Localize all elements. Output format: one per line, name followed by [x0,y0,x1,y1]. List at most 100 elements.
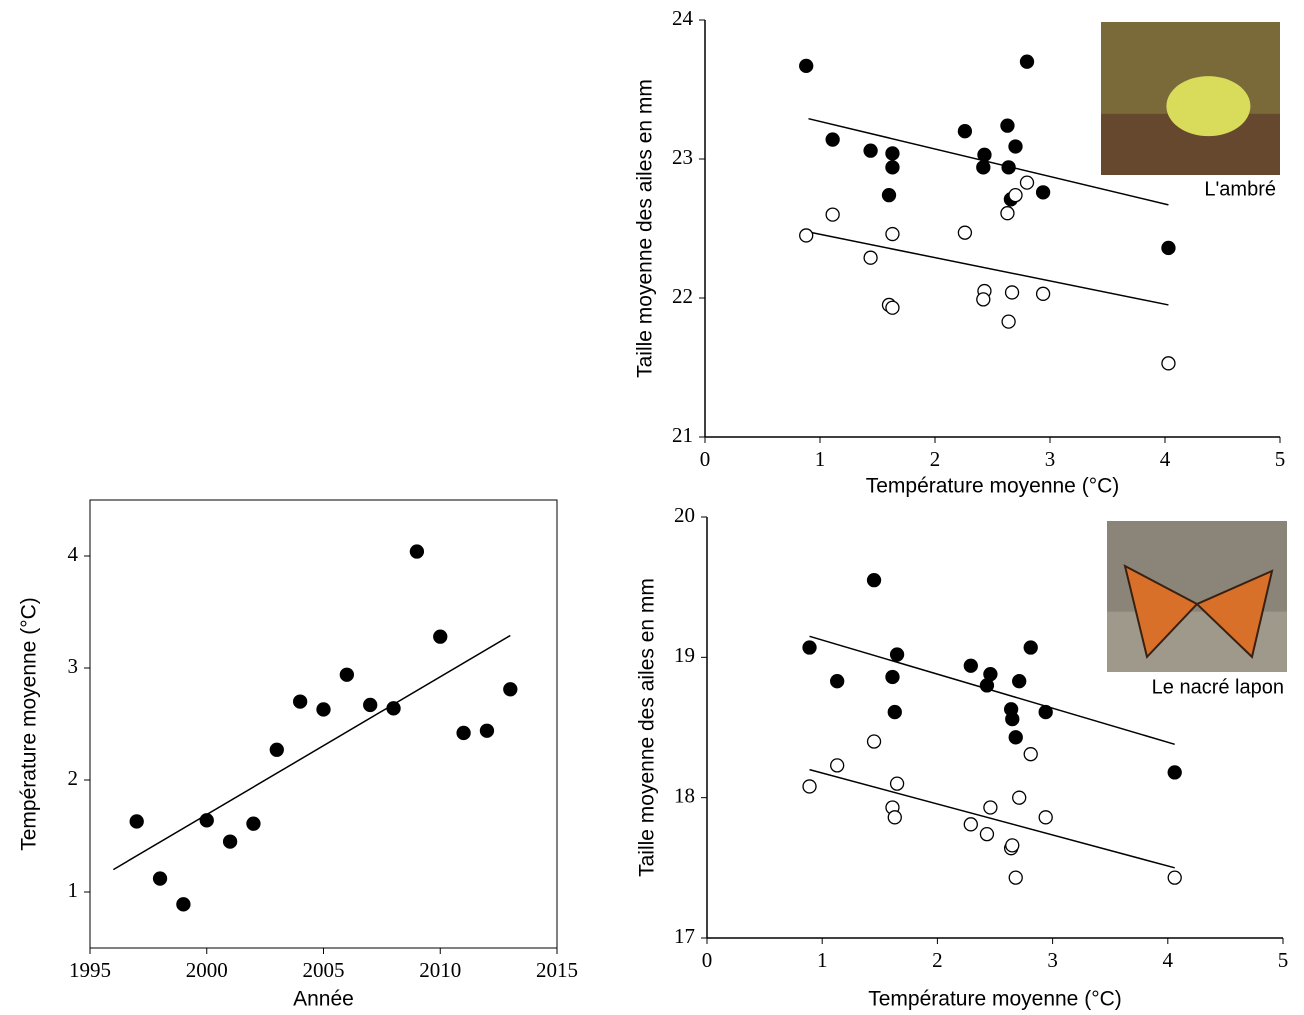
y-tick-label: 2 [68,766,79,790]
data-point [503,682,518,697]
data-point [1035,185,1051,200]
data-point [1161,356,1176,371]
data-point [887,704,902,720]
x-axis-label: Température moyenne (°C) [868,988,1122,1011]
data-point [830,674,845,689]
data-point [269,742,284,757]
y-tick-label: 19 [674,643,695,667]
data-point [1001,314,1016,329]
y-tick-label: 21 [672,423,693,447]
butterfly [1166,76,1251,137]
x-tick-label: 3 [1045,447,1056,471]
data-point [1167,765,1182,780]
x-tick-label: 4 [1163,948,1174,972]
data-point [802,779,817,794]
data-point [863,143,878,158]
x-tick-label: 2010 [419,958,461,982]
data-point [889,647,905,662]
x-tick-label: 1 [817,948,828,972]
data-point [825,132,840,147]
data-point [456,725,471,741]
data-point [957,124,973,139]
x-tick-label: 3 [1047,948,1058,972]
y-tick-label: 1 [68,878,79,902]
data-point [199,813,214,828]
annotation: L'ambré [1204,178,1276,200]
data-point [1161,240,1176,256]
fit-line [808,117,1169,206]
data-point [1023,747,1038,762]
chart-panel: 1995 2000 2005 2010 2015 1 2 3 4 Année Température… [18,499,578,1011]
data-point [885,226,900,242]
data-point [977,147,992,162]
x-tick-label: 2000 [186,958,228,982]
data-point [1019,54,1035,69]
x-axis-label: Température moyenne (°C) [866,475,1120,498]
data-point [976,292,991,307]
data-point [316,702,331,717]
y-tick-label: 18 [674,783,695,807]
data-point [1008,187,1023,203]
data-point [1035,286,1051,301]
x-axis-label: Année [293,988,354,1011]
y-tick-label: 17 [674,924,695,948]
data-point [863,250,878,265]
data-point [885,146,900,161]
data-point [1008,139,1023,154]
data-point [1008,730,1023,745]
x-tick-label: 2 [932,948,943,972]
y-axis-label: Température moyenne (°C) [18,597,41,851]
x-tick-label: 2 [930,447,941,471]
data-point [963,817,978,832]
y-tick-label: 23 [672,145,693,169]
fit-line [804,230,1169,306]
data-point [152,871,168,886]
data-point [176,897,191,912]
y-tick-label: 24 [672,6,694,30]
data-point [339,667,355,682]
data-point [1012,790,1027,805]
data-point [1167,870,1182,885]
data-point [292,694,308,709]
data-point [830,758,845,773]
data-point [825,207,840,222]
data-point [1005,838,1020,853]
data-point [866,573,882,588]
data-point [1038,810,1053,825]
data-point [885,300,900,315]
data-point [1023,640,1038,655]
data-point [1005,711,1020,727]
data-point [1019,175,1035,190]
fit-line [809,768,1175,869]
x-tick-label: 0 [700,447,711,471]
data-point [129,814,144,829]
data-point [799,58,814,74]
data-point [889,776,905,791]
data-point [1004,285,1020,300]
x-tick-label: 5 [1275,447,1286,471]
data-point [433,629,448,644]
x-tick-label: 4 [1160,447,1171,471]
data-point [1000,206,1015,221]
data-point [983,800,998,815]
data-point [1001,160,1016,175]
data-point [363,697,378,713]
y-axis-label: Taille moyenne des ailes en mm [636,578,659,877]
x-tick-label: 0 [702,948,713,972]
y-tick-label: 22 [672,284,693,308]
data-point [957,225,973,240]
data-point [222,834,238,849]
x-tick-label: 2005 [303,958,345,982]
butterfly [1123,564,1274,659]
data-point [866,734,882,749]
data-point [963,658,978,673]
data-point [885,669,900,685]
y-axis-label: Taille moyenne des ailes en mm [634,79,657,378]
data-point [409,544,425,559]
data-point [976,160,991,175]
data-point [799,228,814,243]
data-point [1000,118,1015,133]
data-point [1012,674,1027,689]
data-point [881,187,897,203]
